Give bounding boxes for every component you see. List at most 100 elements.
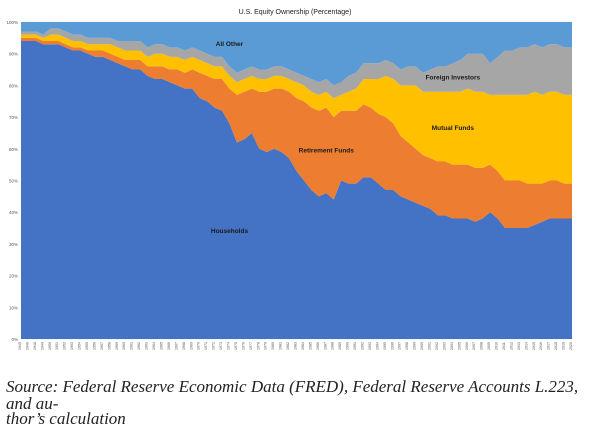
y-tick-label: 40% bbox=[9, 210, 18, 215]
area-retirement-funds bbox=[21, 37, 572, 229]
x-tick-label: 2014 bbox=[524, 342, 528, 350]
chart-title: U.S. Equity Ownership (Percentage) bbox=[239, 9, 352, 16]
x-tick-label: 1960 bbox=[122, 342, 126, 350]
x-tick-label: 1954 bbox=[78, 342, 82, 350]
y-tick-label: 50% bbox=[9, 179, 18, 184]
y-tick-label: 0% bbox=[11, 337, 18, 342]
x-tick-label: 1981 bbox=[279, 342, 283, 350]
x-tick-label: 1958 bbox=[107, 342, 111, 350]
x-tick-label: 1949 bbox=[40, 342, 44, 350]
x-tick-label: 1950 bbox=[48, 342, 52, 350]
x-tick-labels: 1945 1946 1948 1949 1950 1951 1952 1953 1954 1955… bbox=[18, 342, 573, 350]
x-tick-label: 1991 bbox=[353, 342, 357, 350]
x-tick-label: 1973 bbox=[219, 342, 223, 350]
x-tick-label: 1993 bbox=[368, 342, 372, 350]
x-tick-label: 2011 bbox=[502, 342, 506, 350]
x-tick-label: 1962 bbox=[137, 342, 141, 350]
y-tick-label: 30% bbox=[9, 242, 18, 247]
x-tick-label: 1946 bbox=[25, 342, 29, 350]
x-tick-label: 1985 bbox=[308, 342, 312, 350]
series-label: Mutual Funds bbox=[432, 125, 475, 132]
x-tick-label: 2001 bbox=[428, 342, 432, 350]
x-tick-label: 2017 bbox=[547, 342, 551, 350]
series-label: Retirement Funds bbox=[299, 147, 355, 154]
y-tick-label: 20% bbox=[9, 274, 18, 279]
x-tick-label: 1970 bbox=[197, 342, 201, 350]
x-tick-label: 2002 bbox=[435, 342, 439, 350]
x-tick-label: 1997 bbox=[398, 342, 402, 350]
x-tick-label: 1976 bbox=[241, 342, 245, 350]
x-tick-label: 2015 bbox=[532, 342, 536, 350]
x-tick-label: 1979 bbox=[264, 342, 268, 350]
y-tick-label: 80% bbox=[9, 83, 18, 88]
x-tick-label: 1989 bbox=[338, 342, 342, 350]
x-tick-label: 1966 bbox=[167, 342, 171, 350]
x-tick-label: 1951 bbox=[55, 342, 59, 350]
x-tick-label: 1956 bbox=[92, 342, 96, 350]
area-all-other bbox=[21, 22, 572, 86]
x-tick-label: 1977 bbox=[249, 342, 253, 350]
x-tick-label: 1948 bbox=[33, 342, 37, 350]
y-tick-label: 10% bbox=[9, 305, 18, 310]
x-tick-label: 1984 bbox=[301, 342, 305, 350]
x-tick-label: 2006 bbox=[465, 342, 469, 350]
area-foreign-investors bbox=[21, 28, 572, 99]
x-tick-label: 2008 bbox=[480, 342, 484, 350]
x-tick-label: 1959 bbox=[115, 342, 119, 350]
y-tick-labels: 0% 10% 20% 30% 40% 50% 60% 70% 80% 90% 100% bbox=[6, 20, 18, 342]
x-tick-label: 1967 bbox=[174, 342, 178, 350]
x-tick-label: 1961 bbox=[130, 342, 134, 350]
series-label: All Other bbox=[216, 41, 244, 48]
x-tick-label: 1953 bbox=[70, 342, 74, 350]
source-caption-line-1: Source: Federal Reserve Economic Data (F… bbox=[6, 377, 579, 413]
x-tick-label: 1980 bbox=[271, 342, 275, 350]
area-mutual-funds bbox=[21, 34, 572, 184]
x-tick-label: 2019 bbox=[562, 342, 566, 350]
x-tick-label: 2004 bbox=[450, 342, 454, 350]
x-tick-label: 1990 bbox=[346, 342, 350, 350]
x-tick-label: 2009 bbox=[487, 342, 491, 350]
x-tick-label: 2007 bbox=[472, 342, 476, 350]
x-tick-label: 1963 bbox=[145, 342, 149, 350]
x-tick-label: 1992 bbox=[361, 342, 365, 350]
series-labels: All Other Foreign Investors Mutual Funds Re… bbox=[211, 41, 481, 235]
x-tick-label: 1999 bbox=[413, 342, 417, 350]
x-tick-label: 2005 bbox=[457, 342, 461, 350]
x-tick-label: 2003 bbox=[442, 342, 446, 350]
series-label: Households bbox=[211, 228, 249, 235]
source-caption-line-2: thor’s calculation bbox=[6, 409, 126, 428]
x-tick-label: 1972 bbox=[212, 342, 216, 350]
x-tick-label: 2018 bbox=[554, 342, 558, 350]
chart-frame: U.S. Equity Ownership (Percentage) 0% 10%… bbox=[6, 9, 573, 350]
y-tick-label: 100% bbox=[6, 20, 18, 25]
area-households bbox=[21, 41, 572, 340]
x-tick-label: 1996 bbox=[390, 342, 394, 350]
stacked-area-chart: U.S. Equity Ownership (Percentage) 0% 10%… bbox=[6, 9, 573, 350]
x-tick-label: 1971 bbox=[204, 342, 208, 350]
x-tick-label: 1983 bbox=[294, 342, 298, 350]
x-tick-label: 1986 bbox=[316, 342, 320, 350]
x-tick-label: 2010 bbox=[495, 342, 499, 350]
series-areas bbox=[21, 22, 572, 340]
x-tick-label: 1974 bbox=[226, 342, 230, 350]
x-tick-label: 1987 bbox=[323, 342, 327, 350]
x-tick-label: 1975 bbox=[234, 342, 238, 350]
y-tick-label: 70% bbox=[9, 115, 18, 120]
y-tick-label: 60% bbox=[9, 147, 18, 152]
x-tick-label: 1965 bbox=[159, 342, 163, 350]
x-tick-label: 1952 bbox=[63, 342, 67, 350]
x-tick-label: 2000 bbox=[420, 342, 424, 350]
x-tick-label: 2016 bbox=[539, 342, 543, 350]
x-tick-label: 1982 bbox=[286, 342, 290, 350]
y-tick-label: 90% bbox=[9, 52, 18, 57]
x-tick-label: 2013 bbox=[517, 342, 521, 350]
x-tick-label: 1955 bbox=[85, 342, 89, 350]
x-tick-label: 1957 bbox=[100, 342, 104, 350]
x-tick-label: 1945 bbox=[18, 342, 22, 350]
x-tick-label: 1994 bbox=[375, 342, 379, 350]
x-tick-label: 1988 bbox=[331, 342, 335, 350]
x-tick-label: 2012 bbox=[509, 342, 513, 350]
x-tick-label: 1964 bbox=[152, 342, 156, 350]
x-tick-label: 1995 bbox=[383, 342, 387, 350]
series-label: Foreign Investors bbox=[426, 74, 481, 81]
